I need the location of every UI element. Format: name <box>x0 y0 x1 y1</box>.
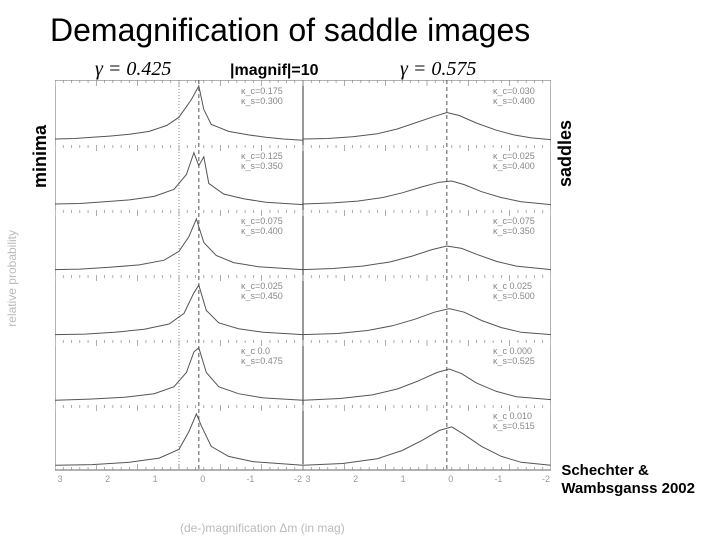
citation-line2: Wambsganss 2002 <box>561 480 695 497</box>
y-axis-label: relative probability <box>5 230 19 327</box>
minima-label: minima <box>30 125 51 188</box>
x-axis-label: (de-)magnification Δm (in mag) <box>180 521 345 535</box>
gamma-left-label: γ = 0.425 <box>95 58 171 81</box>
svg-text:0: 0 <box>448 474 453 484</box>
svg-text:2: 2 <box>105 474 110 484</box>
svg-text:κ_c=0.075κ_s=0.350: κ_c=0.075κ_s=0.350 <box>493 216 535 236</box>
plot-area: κ_c=0.175κ_s=0.300 κ_c=0.030κ_s=0.400 κ_c=… <box>55 80 551 495</box>
magnif-label: |magnif|=10 <box>230 62 319 80</box>
slide-title: Demagnification of saddle images <box>50 12 530 49</box>
svg-text:2: 2 <box>353 474 358 484</box>
svg-text:3: 3 <box>57 474 62 484</box>
citation: Schechter & Wambsganss 2002 <box>561 462 695 498</box>
svg-text:κ_c=0.025κ_s=0.400: κ_c=0.025κ_s=0.400 <box>493 151 535 171</box>
gamma-right-label: γ = 0.575 <box>400 58 476 81</box>
svg-text:κ_c 0.000κ_s=0.525: κ_c 0.000κ_s=0.525 <box>493 346 535 366</box>
svg-text:1: 1 <box>401 474 406 484</box>
svg-text:κ_c=0.125κ_s=0.350: κ_c=0.125κ_s=0.350 <box>241 151 283 171</box>
svg-text:-1: -1 <box>494 474 502 484</box>
svg-text:3: 3 <box>305 474 310 484</box>
svg-text:κ_c 0.025κ_s=0.500: κ_c 0.025κ_s=0.500 <box>493 281 535 301</box>
svg-text:κ_c=0.030κ_s=0.400: κ_c=0.030κ_s=0.400 <box>493 86 535 106</box>
svg-text:0: 0 <box>200 474 205 484</box>
svg-text:κ_c 0.0κ_s=0.475: κ_c 0.0κ_s=0.475 <box>241 346 283 366</box>
chart-svg: κ_c=0.175κ_s=0.300 κ_c=0.030κ_s=0.400 κ_c=… <box>55 80 551 495</box>
citation-line1: Schechter & <box>561 462 649 479</box>
svg-text:κ_c=0.025κ_s=0.450: κ_c=0.025κ_s=0.450 <box>241 281 283 301</box>
svg-text:κ_c 0.010κ_s=0.515: κ_c 0.010κ_s=0.515 <box>493 411 535 431</box>
svg-text:1: 1 <box>153 474 158 484</box>
saddles-label: saddles <box>555 120 576 187</box>
svg-text:-2: -2 <box>542 474 550 484</box>
svg-text:κ_c=0.075κ_s=0.400: κ_c=0.075κ_s=0.400 <box>241 216 283 236</box>
svg-text:-2: -2 <box>294 474 302 484</box>
svg-text:-1: -1 <box>246 474 254 484</box>
svg-text:κ_c=0.175κ_s=0.300: κ_c=0.175κ_s=0.300 <box>241 86 283 106</box>
